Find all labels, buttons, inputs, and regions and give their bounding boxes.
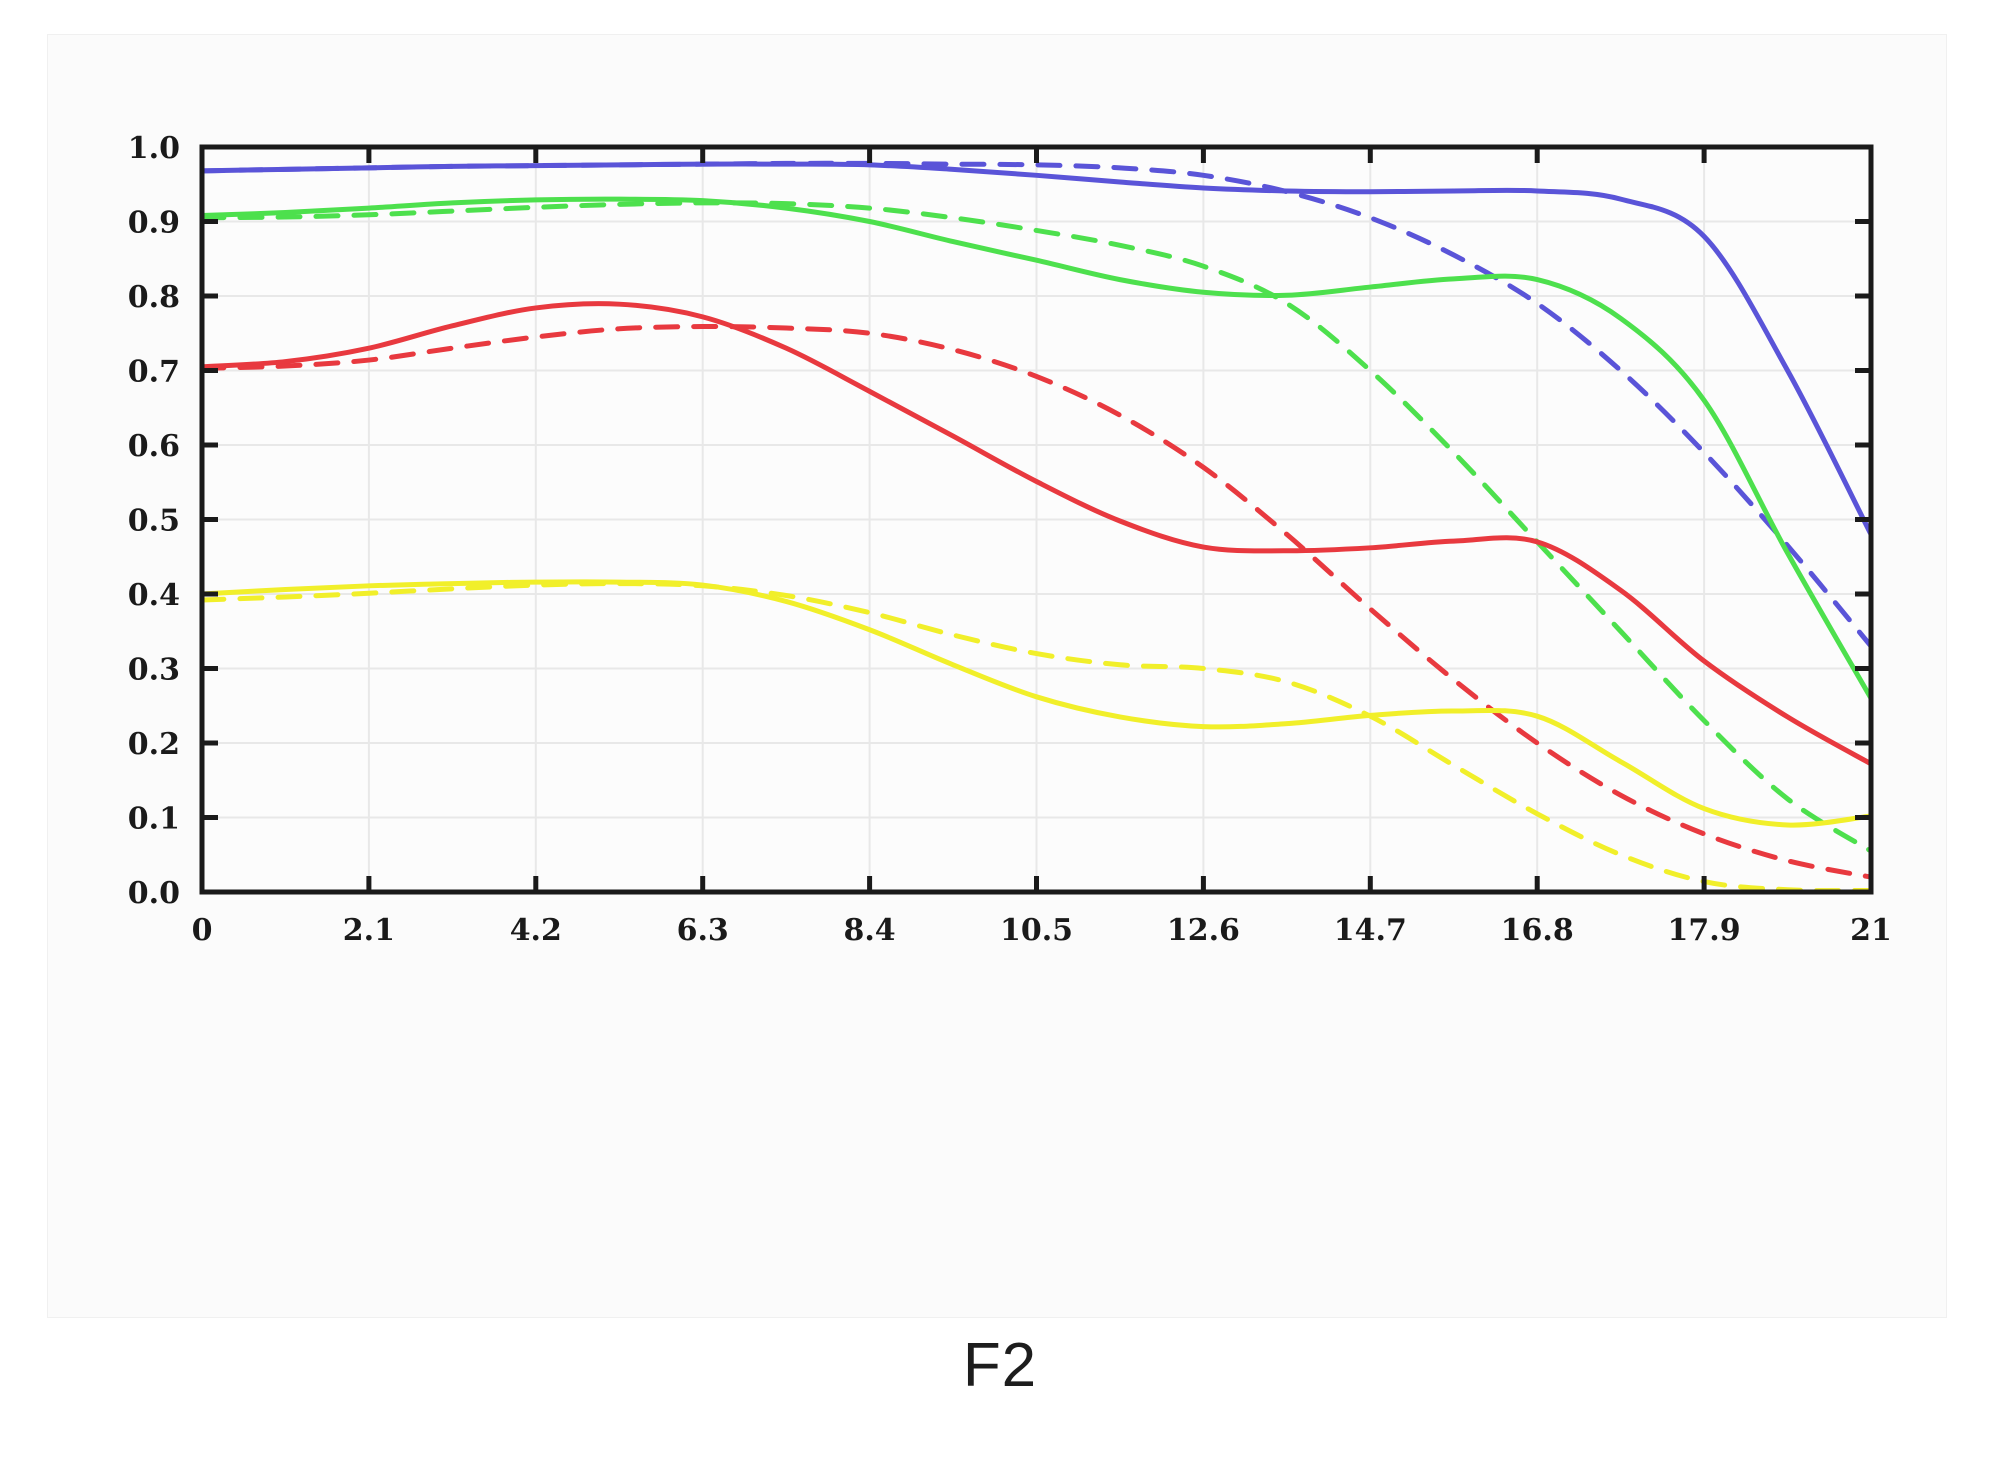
- x-axis-tick-label: 8.4: [843, 913, 895, 948]
- series-line-yellow-solid: [200, 579, 1873, 828]
- x-axis-tick-label: 16.8: [1501, 913, 1574, 948]
- y-axis-tick-label: 0.2: [128, 727, 180, 762]
- x-axis-tick-label: 2.1: [343, 913, 395, 948]
- y-axis-tick-label: 1.0: [128, 131, 180, 166]
- y-axis-tick-label: 0.6: [128, 429, 180, 464]
- y-axis-tick-label: 0.3: [128, 653, 180, 688]
- x-axis-tick-label: 0: [192, 913, 213, 948]
- chart-caption: F2: [962, 1331, 1038, 1400]
- x-axis-tick-label: 21: [1850, 913, 1892, 948]
- y-axis-tick-label: 0.0: [128, 876, 180, 911]
- grid-lines: [202, 147, 1871, 892]
- y-axis-tick-label: 0.8: [128, 280, 180, 315]
- series-line-blue-dashed: [200, 160, 1873, 649]
- series-line-red-solid: [200, 301, 1873, 767]
- x-axis-tick-label: 6.3: [677, 913, 729, 948]
- y-axis-tick-label: 0.7: [128, 355, 180, 390]
- tick-labels: 0.0 0.1 0.2 0.3 0.4 0.5 0.6 0.7 0.8 0.9 1.0 0 2.1 4.2…: [128, 131, 1892, 948]
- y-axis-tick-label: 0.4: [128, 578, 180, 613]
- series-line-green-dashed: [200, 200, 1873, 854]
- series-line-yellow-dashed: [200, 581, 1873, 894]
- y-axis-tick-label: 0.5: [128, 504, 180, 539]
- x-axis-tick-label: 17.9: [1668, 913, 1741, 948]
- y-axis-tick-label: 0.9: [128, 206, 180, 241]
- x-axis-tick-label: 4.2: [510, 913, 562, 948]
- x-axis-tick-label: 10.5: [1000, 913, 1073, 948]
- y-axis-tick-label: 0.1: [128, 802, 180, 837]
- series-line-red-dashed: [200, 324, 1873, 880]
- tick-marks: [199, 144, 1874, 895]
- x-axis-tick-label: 12.6: [1167, 913, 1240, 948]
- series-line-green-solid: [200, 196, 1873, 701]
- x-axis-tick-label: 14.7: [1334, 913, 1407, 948]
- line-chart: 0.0 0.1 0.2 0.3 0.4 0.5 0.6 0.7 0.8 0.9 1.0 0 2.1 4.2…: [128, 131, 1892, 948]
- chart-card: 0.0 0.1 0.2 0.3 0.4 0.5 0.6 0.7 0.8 0.9 1.0 0 2.1 4.2…: [47, 34, 1947, 1318]
- series-lines: [200, 160, 1873, 894]
